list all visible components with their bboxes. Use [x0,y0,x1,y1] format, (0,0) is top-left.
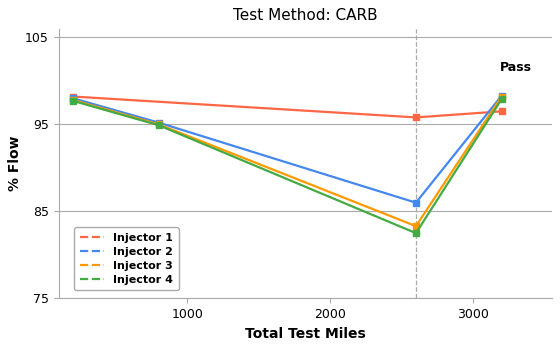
X-axis label: Total Test Miles: Total Test Miles [245,327,366,341]
Y-axis label: % Flow: % Flow [8,136,22,191]
Text: Pass: Pass [500,61,532,74]
Legend: Injector 1, Injector 2, Injector 3, Injector 4: Injector 1, Injector 2, Injector 3, Inje… [74,227,179,290]
Title: Test Method: CARB: Test Method: CARB [233,8,377,23]
